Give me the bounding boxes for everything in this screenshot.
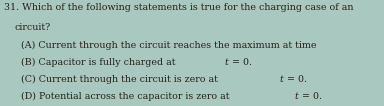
Text: t: t (224, 58, 228, 67)
Text: = 0.: = 0. (229, 58, 252, 67)
Text: (C) Current through the circuit is zero at: (C) Current through the circuit is zero … (21, 75, 221, 84)
Text: = 0.: = 0. (299, 92, 322, 101)
Text: (D) Potential across the capacitor is zero at: (D) Potential across the capacitor is ze… (21, 92, 233, 101)
Text: t: t (279, 75, 283, 84)
Text: 31. Which of the following statements is true for the charging case of an: 31. Which of the following statements is… (4, 3, 356, 12)
Text: circuit?: circuit? (15, 23, 51, 32)
Text: = 0.: = 0. (284, 75, 307, 84)
Text: (B) Capacitor is fully charged at: (B) Capacitor is fully charged at (21, 58, 179, 67)
Text: (A) Current through the circuit reaches the maximum at time: (A) Current through the circuit reaches … (21, 41, 319, 50)
Text: t: t (294, 92, 298, 101)
